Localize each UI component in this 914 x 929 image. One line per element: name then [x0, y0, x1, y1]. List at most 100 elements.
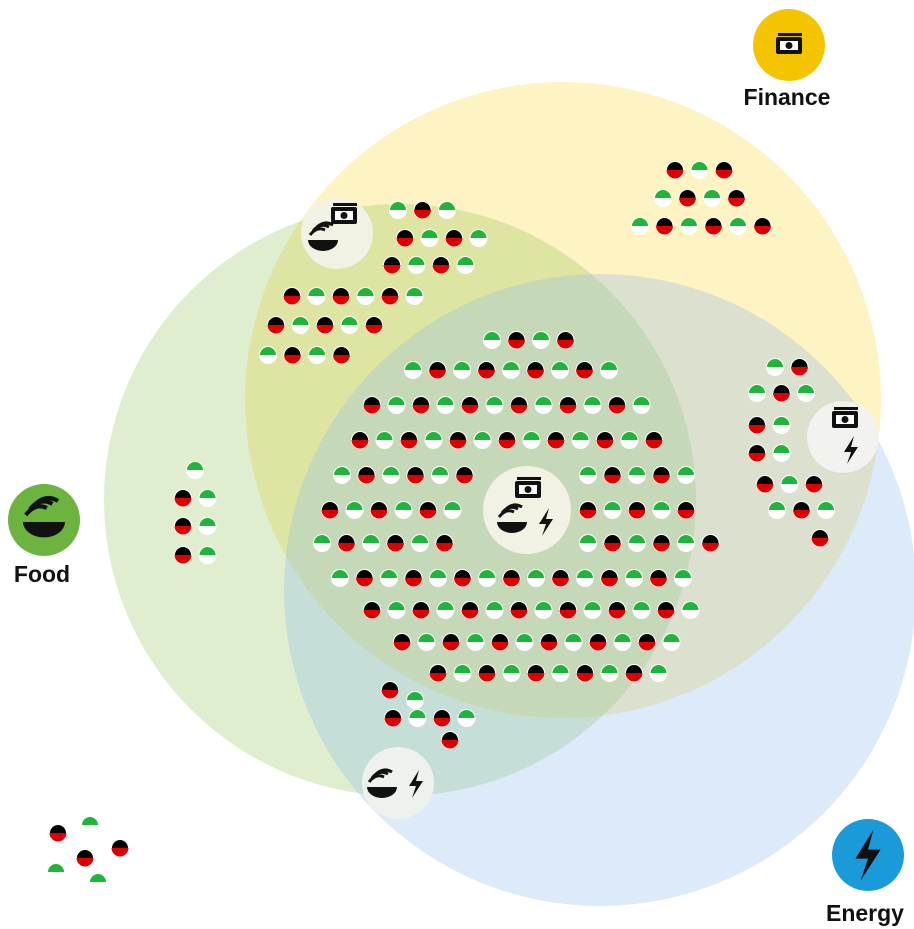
flag — [603, 534, 622, 552]
flag — [331, 569, 349, 587]
flag — [186, 461, 204, 479]
flag — [111, 839, 129, 857]
flag — [332, 346, 351, 364]
flag — [381, 287, 399, 305]
flag — [406, 691, 424, 709]
flag — [441, 731, 459, 749]
flag — [431, 466, 449, 484]
flag — [704, 217, 723, 235]
flag — [456, 256, 475, 274]
flag — [407, 256, 426, 274]
flag — [363, 601, 381, 619]
flag — [772, 416, 791, 434]
flag — [625, 664, 643, 682]
flag — [483, 331, 501, 349]
flag — [436, 601, 455, 619]
flag — [674, 569, 692, 587]
flag — [780, 475, 799, 493]
flag — [357, 466, 376, 484]
flag — [394, 501, 413, 519]
flag — [485, 396, 504, 414]
energy-icon — [832, 819, 904, 891]
flag — [478, 664, 496, 682]
flag — [445, 229, 463, 247]
flag — [547, 431, 565, 449]
flag — [638, 633, 656, 651]
flag — [772, 384, 791, 402]
flag — [600, 664, 619, 682]
flag — [632, 601, 651, 619]
flag — [515, 633, 534, 651]
finance-icon — [753, 9, 825, 81]
flag — [404, 361, 422, 379]
flag — [453, 569, 472, 587]
flag — [608, 601, 626, 619]
flag — [817, 501, 835, 519]
flag — [498, 431, 516, 449]
intersection-badge — [483, 466, 571, 554]
flag — [715, 161, 733, 179]
flag — [47, 863, 65, 881]
flag — [551, 569, 570, 587]
flag — [81, 816, 99, 834]
flag — [363, 396, 381, 414]
flag — [628, 466, 646, 484]
flag — [337, 534, 356, 552]
flag — [681, 601, 700, 619]
flag — [534, 601, 553, 619]
flag — [677, 534, 695, 552]
flag — [332, 287, 350, 305]
flag — [76, 849, 94, 867]
flag — [576, 569, 594, 587]
flag — [308, 346, 326, 364]
flag — [381, 681, 399, 699]
flag — [559, 396, 577, 414]
flag — [362, 534, 380, 552]
flag — [797, 384, 815, 402]
flag — [411, 534, 429, 552]
flag — [435, 534, 454, 552]
flag — [625, 569, 643, 587]
flag — [267, 316, 285, 334]
flag — [321, 501, 339, 519]
flag — [502, 361, 520, 379]
flag — [412, 601, 430, 619]
flag — [805, 475, 823, 493]
flag — [792, 501, 811, 519]
flag — [386, 534, 405, 552]
flag — [316, 316, 334, 334]
flag — [455, 466, 474, 484]
intersection-badge — [807, 401, 879, 473]
flag — [413, 201, 432, 219]
flag — [631, 217, 649, 235]
flag — [603, 466, 622, 484]
flag — [333, 466, 351, 484]
flag — [652, 466, 671, 484]
flag — [645, 431, 663, 449]
flag — [291, 316, 310, 334]
flag — [608, 396, 626, 414]
flag — [564, 633, 583, 651]
flag — [662, 633, 681, 651]
flag — [620, 431, 639, 449]
flag — [677, 466, 695, 484]
flag — [729, 217, 747, 235]
flag — [790, 358, 809, 376]
flag — [502, 569, 521, 587]
flag — [571, 431, 590, 449]
flag — [583, 396, 602, 414]
flag — [655, 217, 674, 235]
flag — [551, 361, 569, 379]
flag — [461, 601, 479, 619]
flag — [575, 361, 594, 379]
flag — [632, 396, 651, 414]
flag — [600, 361, 618, 379]
flag — [466, 633, 485, 651]
flag — [345, 501, 364, 519]
flag — [375, 431, 394, 449]
flag — [491, 633, 509, 651]
flag — [478, 569, 496, 587]
intersection-badge — [362, 747, 434, 819]
food-icon — [8, 484, 80, 556]
